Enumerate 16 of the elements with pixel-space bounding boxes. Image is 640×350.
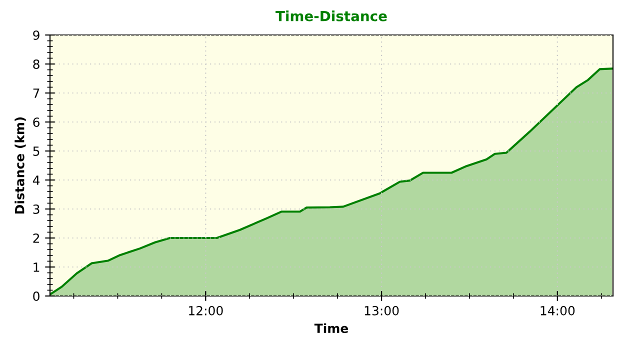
y-tick-label: 4 <box>32 176 40 185</box>
y-tick-label: 1 <box>34 262 40 272</box>
y-tick-label: 9 <box>33 30 40 40</box>
y-tick-label: 3 <box>33 204 40 214</box>
y-tick-label: 8 <box>33 59 40 69</box>
y-axis-title: Distance (km) <box>14 117 26 214</box>
y-tick-label: 2 <box>33 233 40 243</box>
x-tick-label: 13:00 <box>364 306 399 316</box>
y-tick-label: 0 <box>33 291 40 301</box>
y-tick-label: 5 <box>33 146 40 156</box>
chart-title: Time-Distance <box>276 10 387 22</box>
y-tick-label: 6 <box>33 117 40 127</box>
x-tick-label: 12:00 <box>189 306 223 316</box>
x-tick-label: 14:00 <box>540 306 575 316</box>
y-tick-label: 7 <box>33 88 40 98</box>
x-axis-title: Time <box>314 323 348 334</box>
